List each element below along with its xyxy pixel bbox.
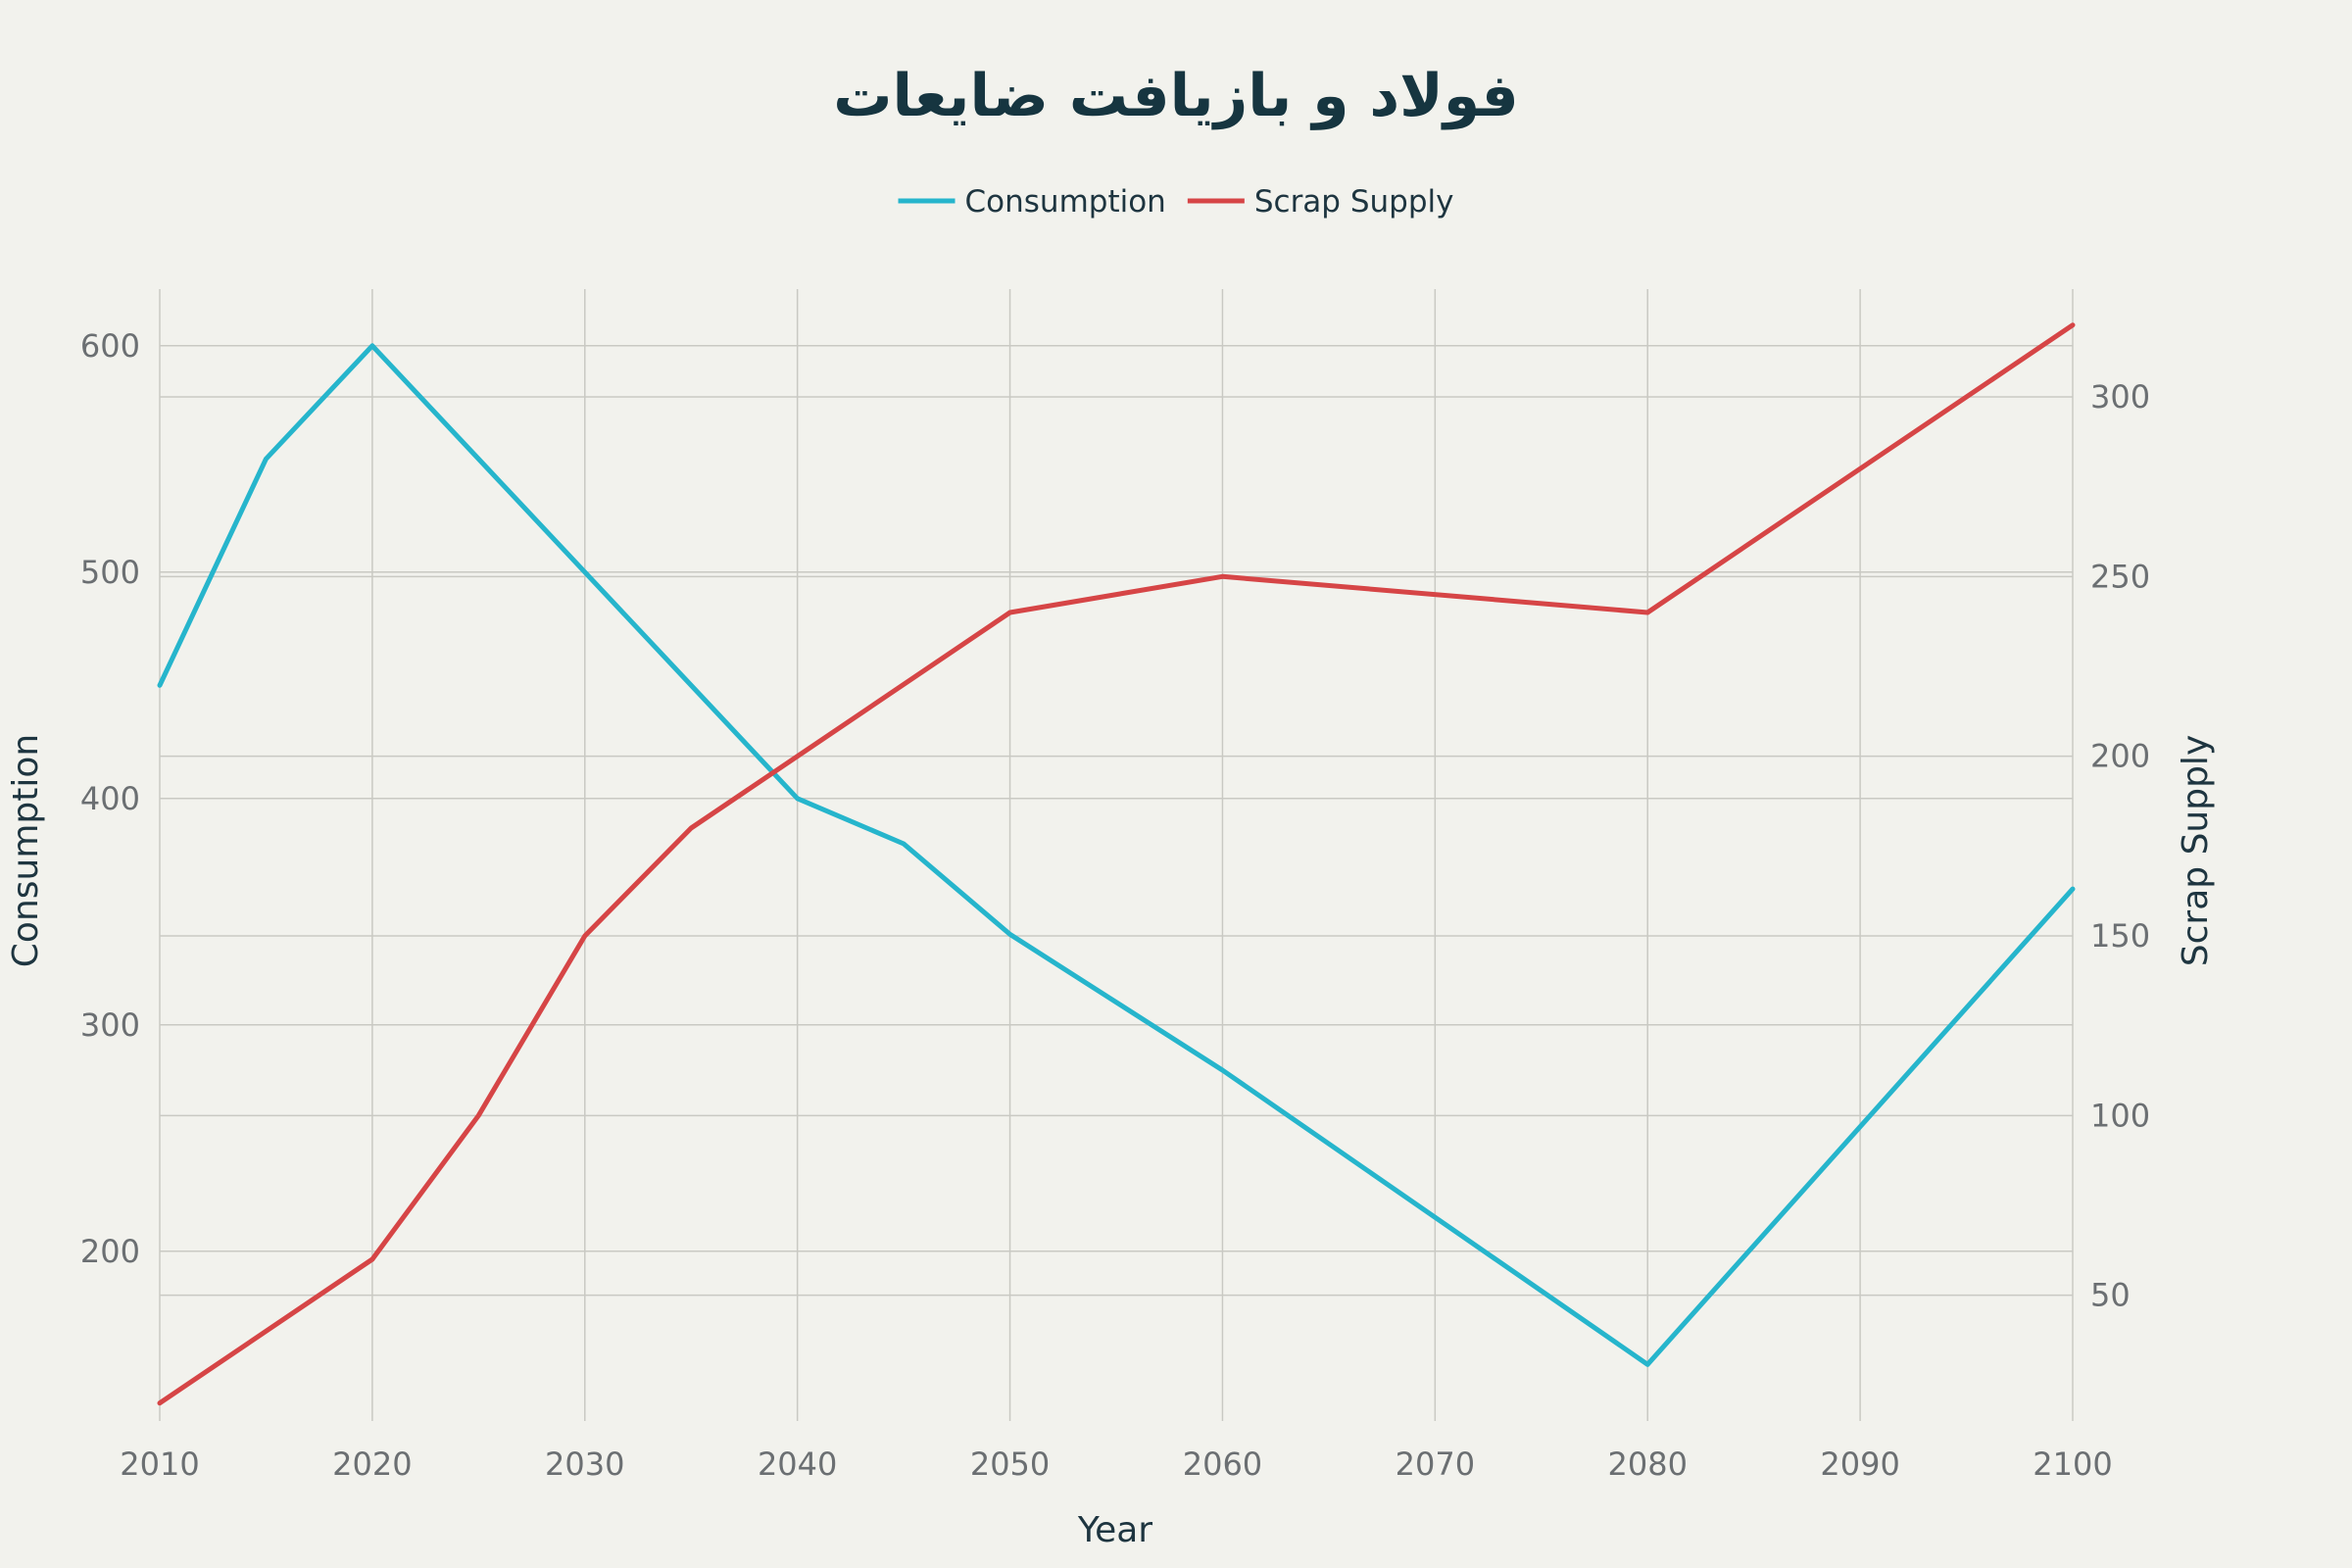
y2-tick-label: 150: [2090, 917, 2150, 955]
consumption-line: [157, 343, 2076, 1367]
y-tick-label: 500: [80, 554, 140, 591]
x-tick-label: 2020: [332, 1446, 412, 1483]
x-tick-label: 2060: [1183, 1446, 1262, 1483]
y-tick-label: 600: [80, 327, 140, 365]
y-tick-label: 400: [80, 780, 140, 817]
y-tick-label: 300: [80, 1006, 140, 1044]
scrap-supply-legend-label: Scrap Supply: [1254, 184, 1454, 220]
legend: Consumption Scrap Supply: [898, 184, 1454, 220]
x-tick-label: 2070: [1396, 1446, 1475, 1483]
y2-tick-label: 200: [2090, 738, 2150, 775]
series-layer: [157, 322, 2076, 1406]
consumption-legend-label: Consumption: [965, 184, 1166, 220]
y2-tick-label: 250: [2090, 558, 2150, 595]
x-axis-title: Year: [1077, 1510, 1152, 1550]
y2-tick-label: 100: [2090, 1097, 2150, 1134]
x-tick-label: 2010: [120, 1446, 199, 1483]
x-tick-label: 2030: [545, 1446, 624, 1483]
x-tick-label: 2040: [758, 1446, 837, 1483]
x-tick-label: 2100: [2033, 1446, 2112, 1483]
tick-layer: 2010 2020 2030 2040 2050 2060 2070 2080 2090 2100…: [80, 327, 2150, 1483]
chart-title: فولاد و بازیافت ضایعات: [833, 62, 1519, 130]
x-tick-label: 2080: [1608, 1446, 1688, 1483]
y2-tick-label: 300: [2090, 378, 2150, 416]
y-tick-label: 200: [80, 1233, 140, 1270]
y2-tick-label: 50: [2090, 1277, 2131, 1314]
grid-layer: [159, 289, 2074, 1421]
scrap-supply-line: [157, 322, 2076, 1406]
y2-axis-title: Scrap Supply: [2176, 735, 2216, 966]
y-axis-title: Consumption: [6, 734, 46, 967]
x-tick-label: 2050: [970, 1446, 1050, 1483]
x-tick-label: 2090: [1820, 1446, 1899, 1483]
